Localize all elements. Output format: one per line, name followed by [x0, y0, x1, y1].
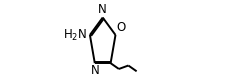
Text: N: N: [90, 64, 99, 77]
Text: H$_2$N: H$_2$N: [63, 27, 87, 43]
Text: N: N: [98, 3, 107, 16]
Text: O: O: [117, 21, 126, 34]
